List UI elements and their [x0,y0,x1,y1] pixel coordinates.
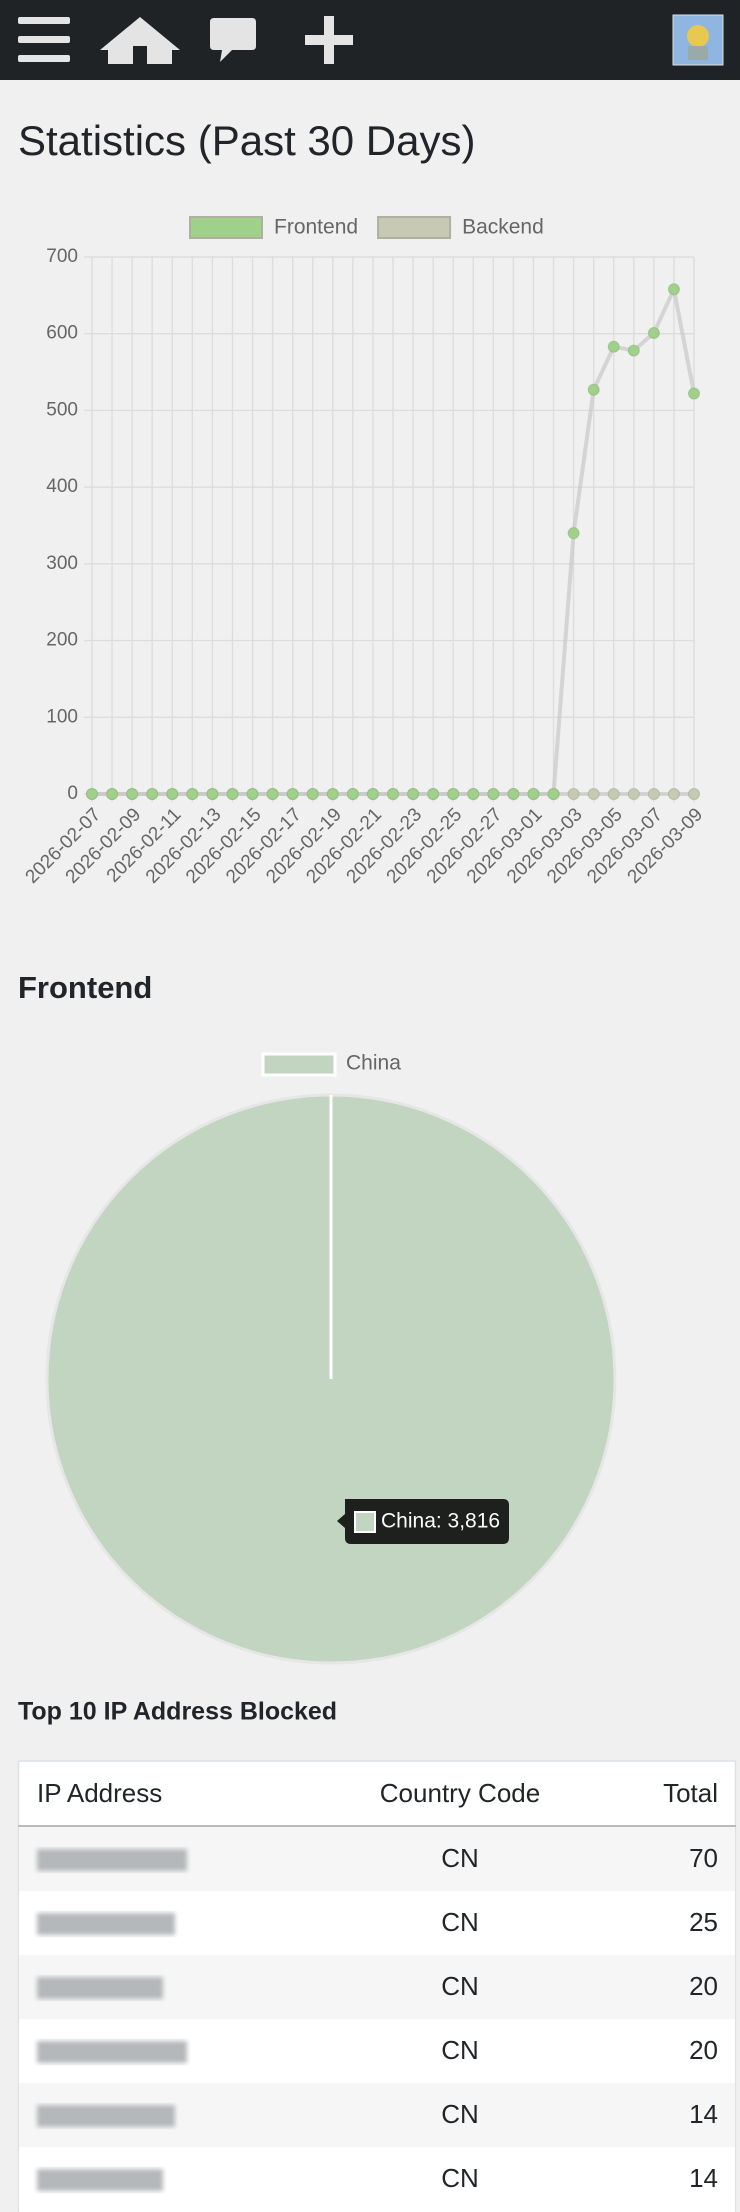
legend-label: China [346,1052,401,1075]
data-point [427,788,440,800]
table-cell: CN [441,1843,479,1873]
section-title: Frontend [18,970,152,1005]
data-point [467,788,480,800]
table-cell: CN [441,1971,479,2001]
ip-address-redacted [37,1977,163,1999]
data-point [567,788,580,800]
home-icon[interactable] [100,17,180,64]
data-point [647,788,660,800]
data-point [688,387,700,400]
y-tick-label: 100 [46,706,78,727]
tooltip-label: China: 3,816 [381,1510,500,1533]
data-point [647,326,660,339]
table-title: Top 10 IP Address Blocked [18,1698,337,1726]
ip-address-redacted [37,2041,187,2063]
y-tick-label: 400 [46,476,78,497]
data-point [447,788,460,800]
chat-icon[interactable] [210,18,256,62]
data-point [166,788,179,800]
data-point [387,788,399,800]
y-tick-label: 500 [46,399,78,420]
data-point [86,788,98,800]
tooltip-box [337,1499,509,1544]
menu-icon[interactable] [18,17,70,62]
legend-label: Frontend [274,216,358,239]
data-point [547,788,560,800]
data-point [607,788,620,800]
add-icon[interactable] [305,16,353,64]
column-header: IP Address [37,1778,162,1808]
data-point [226,788,239,800]
data-point [407,788,420,800]
table-cell: 14 [689,2163,718,2193]
legend-swatch [189,216,263,239]
column-header: Total [663,1778,718,1808]
data-point [206,788,219,800]
table-cell: 70 [689,1843,718,1873]
legend-label: Backend [462,216,544,239]
y-tick-label: 600 [46,323,78,344]
table-cell: 20 [689,1971,718,2001]
table-cell: CN [441,2163,479,2193]
tooltip-swatch [354,1511,376,1533]
data-point [326,788,339,800]
table-cell: 14 [689,2099,718,2129]
y-tick-label: 200 [46,630,78,651]
data-point [306,788,319,800]
table-cell: 20 [689,2035,718,2065]
y-tick-label: 700 [46,246,78,267]
data-point [688,788,700,800]
data-point [667,788,680,800]
column-header: Country Code [380,1778,540,1808]
data-point [366,788,379,800]
data-point [146,788,159,800]
page-title: Statistics (Past 30 Days) [18,117,475,164]
table-cell: CN [441,1907,479,1937]
ip-address-redacted [37,2169,163,2191]
data-point [186,788,199,800]
table-cell: CN [441,2035,479,2065]
legend-swatch [377,216,452,239]
data-point [106,788,119,800]
data-point [607,340,620,353]
data-point [266,788,279,800]
ip-address-redacted [37,2105,175,2127]
y-tick-label: 300 [46,553,78,574]
data-point [667,283,680,296]
tooltip: China: 3,816 [337,1499,509,1544]
data-point [627,344,640,357]
data-point [527,788,540,800]
data-point [246,788,259,800]
y-tick-label: 0 [67,783,78,804]
data-point [346,788,359,800]
ip-address-redacted [37,1849,187,1871]
data-point [587,383,600,396]
data-point [627,788,640,800]
table-cell: CN [441,2099,479,2129]
nav-bar [0,0,740,80]
data-point [286,788,299,800]
data-point [567,527,580,540]
data-point [487,788,500,800]
data-point [507,788,520,800]
ip-address-redacted [37,1913,175,1935]
legend-swatch [261,1052,337,1077]
data-point [126,788,139,800]
avatar[interactable] [672,14,724,66]
data-point [587,788,600,800]
table-cell: 25 [689,1907,718,1937]
